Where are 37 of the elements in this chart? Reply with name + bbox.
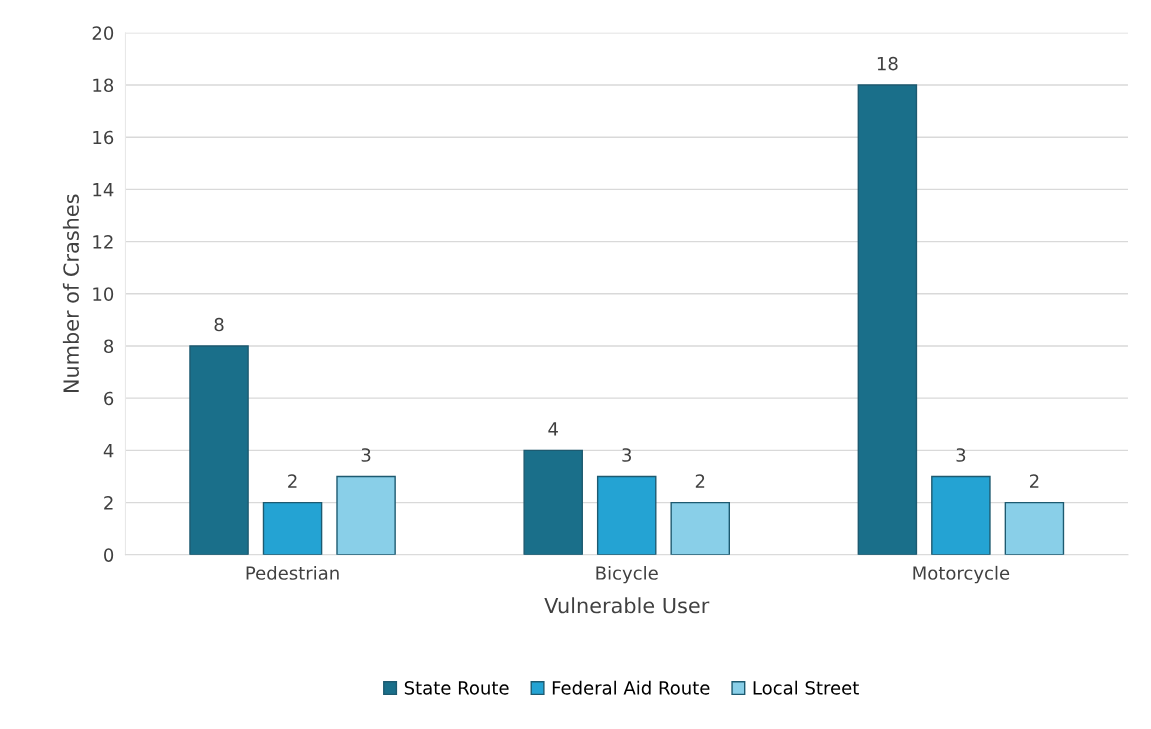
y-tick-label: 12 bbox=[93, 235, 113, 249]
bar bbox=[262, 501, 323, 555]
y-tick-label: 16 bbox=[93, 130, 114, 145]
y-tick-label: 6 bbox=[104, 391, 114, 406]
bar bbox=[596, 475, 657, 555]
y-axis-title: Number of Crashes bbox=[62, 194, 79, 393]
bar bbox=[931, 475, 991, 555]
y-tick-label: 20 bbox=[92, 26, 114, 40]
data-label: 8 bbox=[214, 317, 224, 332]
x-tick-label: Bicycle bbox=[596, 565, 658, 584]
bar bbox=[857, 84, 918, 555]
data-label: 2 bbox=[695, 474, 705, 488]
y-tick-label: 4 bbox=[103, 444, 114, 458]
y-tick-label: 0 bbox=[104, 548, 114, 562]
legend-label: Local Street bbox=[753, 680, 859, 695]
bar bbox=[189, 345, 249, 555]
bar bbox=[1004, 501, 1065, 555]
legend-label: State Route bbox=[404, 681, 509, 695]
data-label: 4 bbox=[548, 422, 558, 436]
y-tick-label: 10 bbox=[93, 287, 114, 301]
bar bbox=[336, 475, 396, 555]
x-tick-label: Pedestrian bbox=[246, 565, 339, 580]
data-label: 2 bbox=[1029, 474, 1039, 488]
legend-label: Federal Aid Route bbox=[552, 680, 710, 695]
bar bbox=[523, 449, 583, 555]
data-label: 2 bbox=[288, 474, 297, 488]
data-label: 3 bbox=[361, 448, 371, 462]
y-tick-label: 8 bbox=[104, 339, 114, 354]
y-tick-label: 18 bbox=[93, 78, 114, 93]
data-label: 3 bbox=[622, 448, 632, 462]
y-tick-label: 14 bbox=[93, 183, 114, 197]
data-label: 18 bbox=[877, 56, 898, 71]
bar bbox=[670, 501, 731, 555]
y-tick-label: 2 bbox=[104, 496, 113, 510]
x-tick-label: Motorcycle bbox=[913, 565, 1010, 584]
data-label: 3 bbox=[956, 448, 966, 462]
x-axis-title: Vulnerable User bbox=[544, 597, 710, 614]
